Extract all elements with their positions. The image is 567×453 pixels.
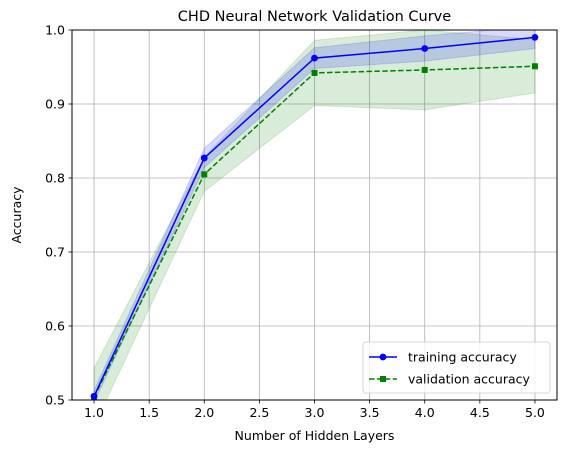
y-tick-label: 0.6 (45, 319, 65, 334)
confidence-bands (93, 30, 536, 400)
data-point-validation (421, 66, 428, 73)
y-tick-label: 0.9 (45, 97, 65, 112)
x-tick-label: 4.5 (470, 405, 490, 420)
data-point-training (531, 34, 539, 41)
x-tick-label: 1.5 (139, 405, 159, 420)
legend-label: training accuracy (408, 350, 517, 365)
data-point-training (421, 45, 429, 52)
x-tick-label: 3.0 (305, 405, 325, 420)
x-tick-label: 1.0 (84, 405, 104, 420)
y-tick-label: 0.5 (45, 393, 65, 408)
data-point-validation (311, 69, 318, 76)
data-point-validation (531, 63, 538, 70)
data-point-training (90, 392, 98, 400)
legend-label: validation accuracy (408, 372, 531, 387)
legend-box (362, 341, 551, 394)
x-tick-label: 2.5 (249, 405, 269, 420)
x-tick-label: 5.0 (525, 405, 545, 420)
chart-title: CHD Neural Network Validation Curve (178, 9, 451, 25)
confidence-band-validation (93, 30, 536, 400)
legend-swatch-marker (379, 353, 387, 361)
legend: training accuracy validation accuracy (362, 341, 551, 394)
data-point-validation (201, 171, 208, 178)
legend-swatch-marker (380, 376, 386, 382)
y-tick-label: 0.8 (45, 171, 65, 186)
x-tick-label: 2.0 (194, 405, 214, 420)
y-tick-label: 1.0 (45, 23, 65, 38)
data-point-training (311, 54, 318, 62)
series-markers (90, 34, 539, 401)
y-axis-label: Accuracy (9, 186, 24, 244)
axis-ticks: 1.0 1.5 2.0 2.5 3.0 3.5 4.0 4.5 5.0 0.5 0.6 0.7 0.8 0… (45, 23, 545, 421)
y-tick-label: 0.7 (45, 245, 65, 260)
x-tick-label: 4.0 (415, 405, 435, 420)
x-tick-label: 3.5 (360, 405, 380, 420)
data-point-training (200, 154, 208, 162)
confidence-band-training (93, 30, 536, 400)
x-axis-label: Number of Hidden Layers (235, 428, 395, 443)
